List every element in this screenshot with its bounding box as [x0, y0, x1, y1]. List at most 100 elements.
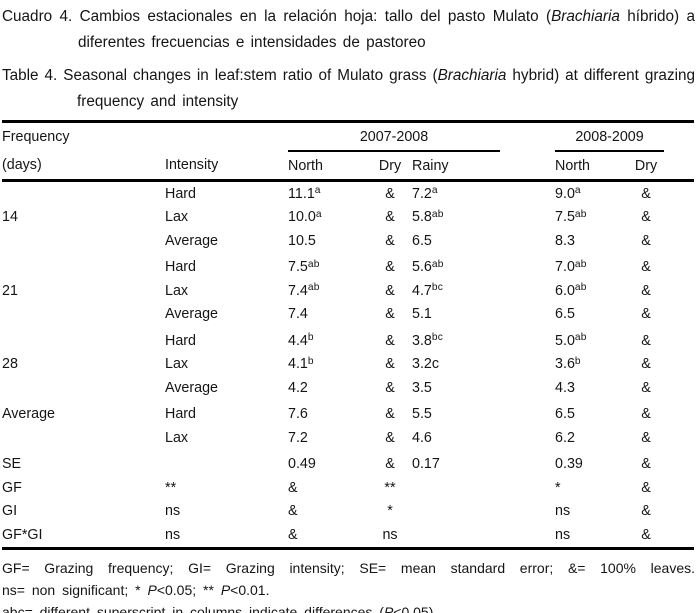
superscript: a: [574, 185, 581, 197]
cell-intensity: [165, 450, 288, 477]
cell-north-2007: 7.4: [288, 306, 308, 323]
cell-intensity: Hard: [165, 259, 196, 276]
table-row: GF ** & ** * &: [2, 476, 694, 500]
cell-north-2007: 4.2: [288, 379, 308, 396]
cell-north-2007: 4.1b: [288, 355, 314, 373]
header-empty: [664, 151, 695, 182]
table-row: Lax 7.2 & 4.6 6.2 &: [2, 426, 694, 450]
superscript: ab: [574, 208, 587, 220]
table-row: Hard 4.4b & 3.8bc 5.0ab &: [2, 326, 694, 353]
cell-dry-2008: &: [641, 356, 651, 373]
cell-spacer: [500, 253, 555, 280]
cell-spacer: [500, 303, 555, 327]
header-empty: [664, 122, 694, 152]
table-row: Hard 7.5ab & 5.6ab 7.0ab &: [2, 253, 694, 280]
cell-dry-2008: &: [641, 479, 651, 496]
cell-filler: [664, 500, 694, 524]
cell-north-2008: ns: [555, 526, 571, 543]
cell-filler: [664, 181, 694, 206]
cell-spacer: [500, 500, 555, 524]
cell-north-2008: ns: [555, 503, 571, 520]
cell-intensity: Average: [165, 232, 218, 249]
cell-frequency: 14: [2, 209, 18, 226]
cell-rainy-2007: 3.5: [412, 379, 432, 396]
italic-text: P: [147, 581, 157, 598]
cell-intensity: Lax: [165, 356, 189, 373]
cell-dry-2008: &: [641, 232, 651, 249]
cell-dry-2007: &: [385, 332, 395, 349]
cell-intensity: ns: [165, 503, 181, 520]
cell-north-2008: 8.3: [555, 232, 575, 249]
superscript: a: [315, 208, 322, 220]
header-intensity: Intensity: [165, 151, 288, 182]
text-segment: hybrid) at different grazing: [506, 67, 696, 84]
cell-spacer: [500, 400, 555, 427]
text-segment: frequency and intensity: [77, 93, 239, 110]
table-row: Average 7.4 & 5.1 6.5 &: [2, 303, 694, 327]
cell-dry-2007: &: [385, 379, 395, 396]
header-empty: [165, 122, 288, 152]
title-spanish-line2: diferentes frecuencias e intensidades de…: [2, 30, 695, 56]
cell-north-2007: &: [288, 479, 298, 496]
cell-spacer: [500, 279, 555, 303]
cell-rainy-2007: [412, 523, 500, 548]
cell-rainy-2007: 4.6: [412, 429, 432, 446]
cell-intensity: Average: [165, 379, 218, 396]
cell-north-2008: 3.6b: [555, 355, 581, 373]
header-row-columns: (days) Intensity North Dry Rainy North D…: [2, 151, 695, 182]
cell-filler: [664, 450, 694, 477]
cell-intensity: Hard: [165, 185, 196, 202]
text-segment: Table 4. Seasonal changes in leaf:stem r…: [2, 67, 438, 84]
text-segment: <0.05).: [393, 603, 438, 613]
cell-dry-2008: &: [641, 503, 651, 520]
text-segment: <0.01.: [230, 581, 270, 598]
italic-text: P: [220, 581, 231, 598]
cell-north-2007: 4.4b: [288, 332, 314, 349]
cell-dry-2007: **: [384, 479, 396, 496]
header-dry-2007: Dry: [368, 151, 412, 182]
table-row: 28 Lax 4.1b & 3.2c 3.6b &: [2, 353, 694, 377]
cell-north-2007: 0.49: [288, 456, 316, 473]
cell-dry-2008: &: [641, 406, 651, 423]
cell-filler: [664, 326, 694, 353]
cell-filler: [664, 253, 694, 280]
cell-dry-2007: &: [385, 306, 395, 323]
cell-filler: [664, 279, 694, 303]
superscript: b: [307, 332, 314, 344]
header-row-spanners: Frequency 2007-2008 2008-2009: [2, 121, 694, 152]
superscript: ab: [431, 208, 444, 220]
superscript: b: [307, 355, 314, 367]
header-empty: [500, 122, 555, 152]
table-row: GI ns & * ns &: [2, 500, 694, 524]
cell-spacer: [500, 326, 555, 353]
cell-intensity: Lax: [165, 209, 189, 226]
cell-rainy-2007: 5.8ab: [412, 208, 444, 226]
table-body: Hard 11.1a & 7.2a 9.0a & 14 Lax 10.0a & 5.8ab 7.5ab…: [2, 181, 694, 549]
text-segment: ns= non significant; *: [2, 581, 148, 598]
cell-frequency: SE: [2, 456, 22, 473]
title-english-line1: Table 4. Seasonal changes in leaf:stem r…: [2, 63, 695, 89]
header-empty: [500, 151, 556, 182]
cell-filler: [664, 523, 694, 548]
cell-filler: [664, 353, 694, 377]
cell-rainy-2007: 3.8bc: [412, 332, 444, 349]
cell-filler: [664, 426, 694, 450]
title-spanish-line1: Cuadro 4. Cambios estacionales en la rel…: [2, 4, 695, 30]
cell-spacer: [500, 523, 555, 548]
cell-frequency: [2, 253, 165, 280]
cell-north-2008: 4.3: [555, 379, 575, 396]
cell-dry-2007: &: [385, 209, 395, 226]
superscript: ab: [307, 282, 320, 294]
cell-dry-2007: *: [387, 503, 393, 520]
cell-dry-2007: &: [385, 185, 395, 202]
table-row: Hard 11.1a & 7.2a 9.0a &: [2, 181, 694, 206]
superscript: ab: [574, 332, 587, 344]
title-english-block: Table 4. Seasonal changes in leaf:stem r…: [2, 63, 695, 115]
cell-north-2008: 5.0ab: [555, 332, 587, 349]
cell-spacer: [500, 206, 555, 230]
cell-spacer: [500, 476, 555, 500]
cell-north-2007: 10.5: [288, 232, 316, 249]
superscript: a: [431, 185, 438, 197]
header-days: (days): [2, 151, 165, 182]
